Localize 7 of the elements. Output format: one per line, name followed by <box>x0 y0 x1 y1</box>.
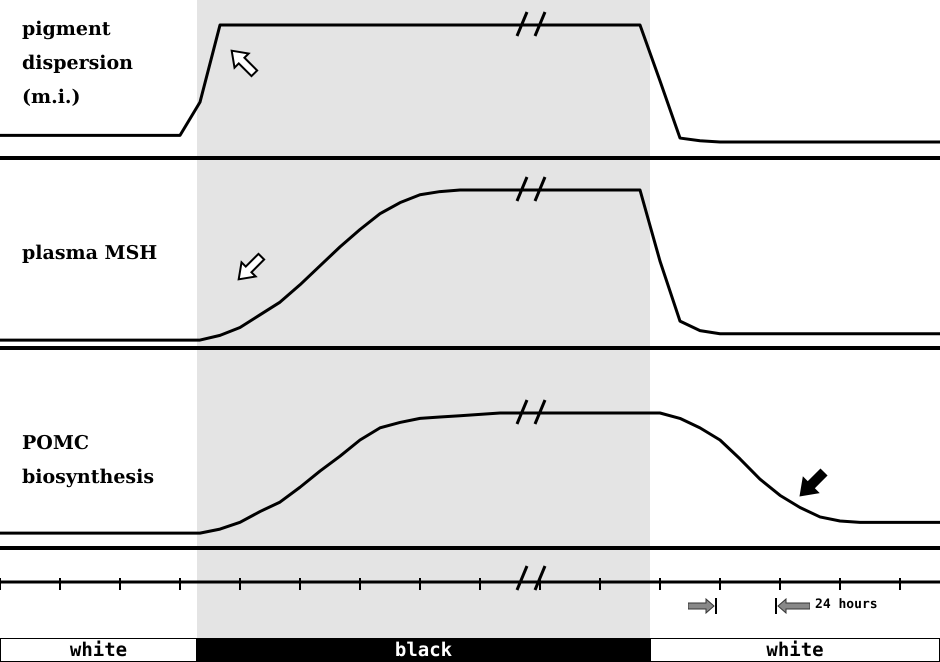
text: plasma MSH <box>22 241 158 266</box>
text: 24 hours <box>815 597 878 612</box>
text: white <box>650 638 940 662</box>
text: white <box>0 638 197 662</box>
series-label: pigment dispersion (m.i.) <box>22 17 134 110</box>
text: POMC biosynthesis <box>22 431 156 490</box>
text: black <box>197 638 650 662</box>
